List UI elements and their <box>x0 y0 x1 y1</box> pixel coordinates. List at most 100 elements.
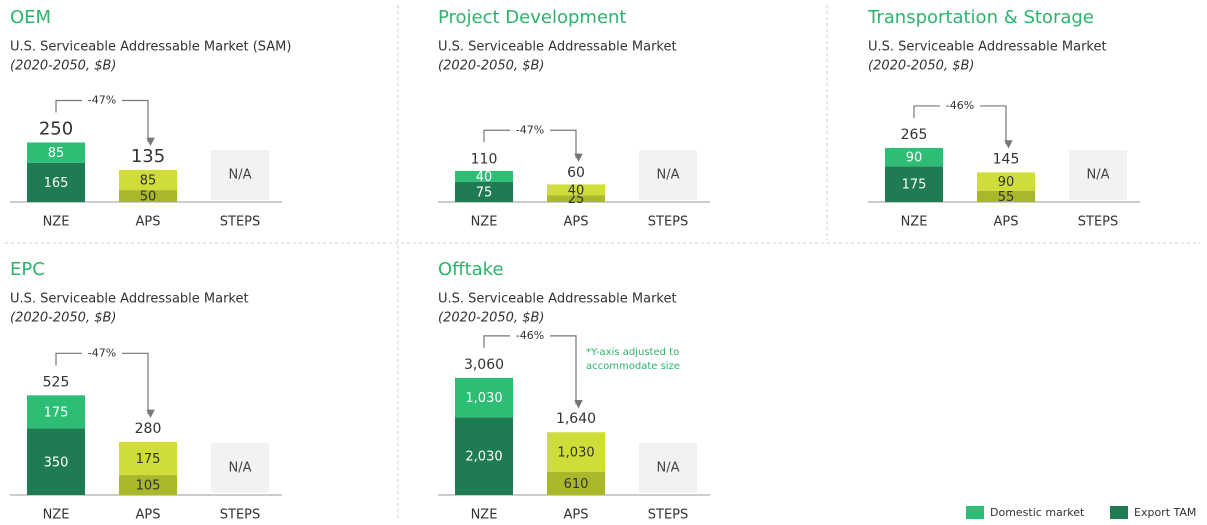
panel-subtitle: U.S. Serviceable Addressable Market (SAM… <box>10 40 291 55</box>
x-tick-label: APS <box>564 508 589 523</box>
na-box <box>211 150 269 200</box>
segment-label: 85 <box>48 146 65 161</box>
bar-segment <box>977 190 1035 202</box>
panel-period: (2020-2050, $B) <box>438 59 544 74</box>
segment-label: 75 <box>476 185 493 200</box>
panel-period: (2020-2050, $B) <box>10 59 116 74</box>
x-tick-label: NZE <box>471 508 498 523</box>
total-label: 1,640 <box>556 411 596 427</box>
x-tick-label: NZE <box>43 215 70 230</box>
total-label: 3,060 <box>464 357 504 373</box>
segment-label: 40 <box>568 183 585 198</box>
segment-label: 55 <box>998 190 1015 205</box>
bar-segment <box>119 441 177 476</box>
bar-segment <box>119 190 177 202</box>
note: accommodate size <box>586 361 680 372</box>
na-box <box>1069 150 1127 200</box>
bar-segment <box>547 471 605 495</box>
total-label: 60 <box>567 165 585 181</box>
na-label: N/A <box>229 461 252 476</box>
bar-segment <box>27 142 85 163</box>
change-label: -47% <box>88 93 116 106</box>
na-label: N/A <box>657 461 680 476</box>
change-label-bg <box>940 98 980 113</box>
bar-segment <box>119 475 177 495</box>
na-label: N/A <box>229 168 252 183</box>
x-tick-label: NZE <box>471 215 498 230</box>
change-label: -46% <box>516 329 544 342</box>
segment-label: 175 <box>44 405 69 420</box>
panel-period: (2020-2050, $B) <box>438 311 544 326</box>
total-label: 135 <box>131 146 165 167</box>
bar-segment <box>547 432 605 472</box>
total-label: 250 <box>39 118 73 139</box>
bar-segment <box>455 181 513 202</box>
bar-segment <box>885 166 943 202</box>
change-label-bg <box>510 328 550 343</box>
na-label: N/A <box>657 168 680 183</box>
bar-segment <box>455 417 513 495</box>
na-box <box>211 443 269 493</box>
bar-segment <box>977 172 1035 191</box>
bar-segment <box>27 395 85 429</box>
change-label-bg <box>510 123 550 138</box>
bar-segment <box>119 169 177 191</box>
segment-label: 50 <box>140 190 157 205</box>
segment-label: 1,030 <box>557 445 594 460</box>
total-label: 525 <box>43 374 70 390</box>
bar-segment <box>27 162 85 202</box>
panel-period: (2020-2050, $B) <box>10 311 116 326</box>
bar-segment <box>27 428 85 495</box>
change-label: -47% <box>516 123 544 136</box>
panel-subtitle: U.S. Serviceable Addressable Market <box>438 292 677 307</box>
x-tick-label: APS <box>564 215 589 230</box>
segment-label: 2,030 <box>465 450 502 465</box>
panel-subtitle: U.S. Serviceable Addressable Market <box>438 40 677 55</box>
x-tick-label: NZE <box>901 215 928 230</box>
panel-title: Transportation & Storage <box>867 7 1094 28</box>
segment-label: 175 <box>902 178 927 193</box>
panel-period: (2020-2050, $B) <box>868 59 974 74</box>
x-tick-label: APS <box>136 508 161 523</box>
bar-segment <box>455 170 513 182</box>
change-label: -47% <box>88 346 116 359</box>
x-tick-label: STEPS <box>648 215 689 230</box>
bar-segment <box>547 184 605 196</box>
segment-label: 25 <box>568 192 585 207</box>
na-box <box>639 443 697 493</box>
x-tick-label: STEPS <box>648 508 689 523</box>
segment-label: 90 <box>906 151 923 166</box>
bar-segment <box>885 147 943 167</box>
panel-title: EPC <box>10 259 45 280</box>
legend-swatch <box>966 506 984 519</box>
total-label: 265 <box>901 127 928 143</box>
panel-title: Offtake <box>438 259 504 280</box>
total-label: 280 <box>135 421 162 437</box>
segment-label: 90 <box>998 175 1015 190</box>
bar-segment <box>455 377 513 418</box>
x-tick-label: STEPS <box>220 215 261 230</box>
segment-label: 85 <box>140 173 157 188</box>
change-label-bg <box>82 346 122 361</box>
legend-label: Domestic market <box>990 506 1085 519</box>
segment-label: 165 <box>44 176 69 191</box>
segment-label: 610 <box>564 477 589 492</box>
x-tick-label: NZE <box>43 508 70 523</box>
total-label: 110 <box>471 151 498 167</box>
x-tick-label: STEPS <box>220 508 261 523</box>
legend-label: Export TAM <box>1134 506 1196 519</box>
segment-label: 1,030 <box>465 391 502 406</box>
segment-label: 40 <box>476 170 493 185</box>
x-tick-label: APS <box>994 215 1019 230</box>
change-label: -46% <box>946 99 974 112</box>
na-label: N/A <box>1087 168 1110 183</box>
x-tick-label: APS <box>136 215 161 230</box>
total-label: 145 <box>993 151 1020 167</box>
x-tick-label: STEPS <box>1078 215 1119 230</box>
note: *Y-axis adjusted to <box>586 347 679 358</box>
change-label-bg <box>82 93 122 108</box>
segment-label: 175 <box>136 452 161 467</box>
na-box <box>639 150 697 200</box>
legend-swatch <box>1110 506 1128 519</box>
